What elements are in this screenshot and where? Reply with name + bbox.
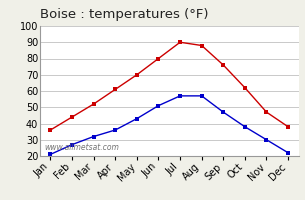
Text: Boise : temperatures (°F): Boise : temperatures (°F) <box>40 8 208 21</box>
Text: www.allmetsat.com: www.allmetsat.com <box>45 142 120 152</box>
